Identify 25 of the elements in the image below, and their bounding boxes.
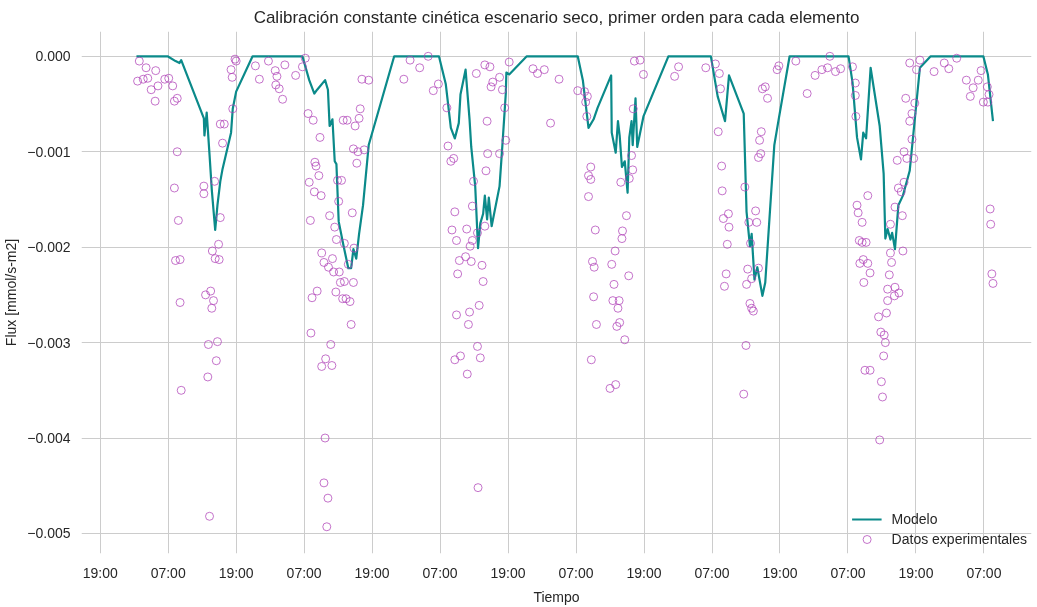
y-tick-label: −0.003 — [27, 334, 71, 351]
x-tick-label: 07:00 — [150, 564, 186, 581]
x-tick-label: 07:00 — [422, 564, 458, 581]
x-tick-label: 19:00 — [898, 564, 934, 581]
y-tick-label: −0.004 — [27, 430, 71, 447]
x-axis-title: Tiempo — [533, 588, 580, 605]
legend-label: Datos experimentales — [891, 531, 1027, 547]
x-tick-label: 19:00 — [490, 564, 526, 581]
x-tick-label: 07:00 — [286, 564, 322, 581]
x-tick-label: 07:00 — [966, 564, 1002, 581]
x-tick-label: 07:00 — [694, 564, 730, 581]
y-tick-label: −0.005 — [27, 525, 71, 542]
y-axis-title: Flux [mmol/s-m2] — [3, 238, 20, 347]
x-tick-label: 19:00 — [218, 564, 254, 581]
x-tick-label: 19:00 — [82, 564, 118, 581]
x-tick-label: 07:00 — [830, 564, 866, 581]
x-tick-label: 19:00 — [626, 564, 662, 581]
chart-title: Calibración constante cinética escenario seco, primer orden para cada elemento — [253, 7, 860, 27]
x-tick-label: 19:00 — [354, 564, 390, 581]
y-tick-label: −0.002 — [27, 239, 71, 256]
x-tick-label: 19:00 — [762, 564, 798, 581]
y-tick-label: −0.001 — [27, 143, 71, 160]
legend-label: Modelo — [891, 511, 938, 527]
x-tick-label: 07:00 — [558, 564, 594, 581]
y-tick-label: 0.000 — [35, 48, 71, 65]
